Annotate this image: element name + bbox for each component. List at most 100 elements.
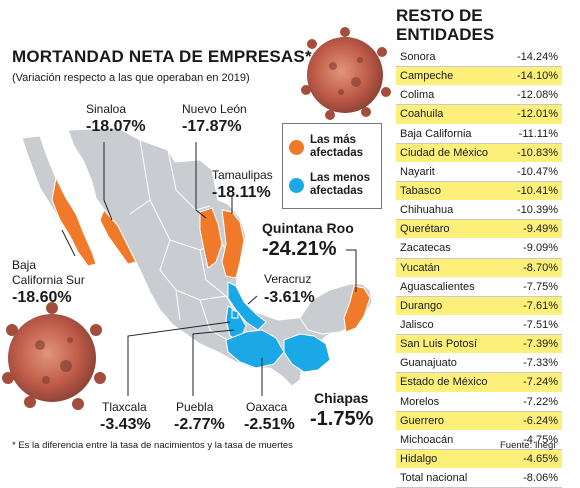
label-chiapas-name: Chiapas xyxy=(314,390,369,406)
state-name: Yucatán xyxy=(400,261,440,274)
label-oaxaca-name: Oaxaca xyxy=(246,400,288,414)
state-name: Sonora xyxy=(400,51,436,64)
state-name: Coahuila xyxy=(400,108,444,121)
table-row: Yucatán -8.70% xyxy=(396,258,562,278)
table-row: Jalisco -7.51% xyxy=(396,315,562,336)
state-value: -8.06% xyxy=(523,472,558,485)
state-name: Durango xyxy=(400,299,443,312)
state-name: Guanajuato xyxy=(400,357,457,370)
table-row: Total nacional -8.06% xyxy=(396,469,562,488)
label-nuevo-leon-name: Nuevo León xyxy=(182,102,247,116)
state-value: -7.61% xyxy=(523,299,558,312)
mexico-map-graphic xyxy=(2,27,391,410)
resto-table: Sonora -14.24% Campeche -14.10% Colima -12.08… xyxy=(396,48,562,488)
state-oaxaca xyxy=(225,329,285,369)
state-tlaxcala xyxy=(231,309,239,319)
map-states-least-affected xyxy=(225,281,331,373)
table-row: Colima -12.08% xyxy=(396,86,562,106)
state-name: Campeche xyxy=(400,70,454,83)
state-value: -11.11% xyxy=(518,127,558,140)
state-value: -10.47% xyxy=(517,165,558,178)
state-value: -12.01% xyxy=(517,108,558,121)
table-row: Guerrero -6.24% xyxy=(396,411,562,431)
state-name: Morelos xyxy=(400,395,440,408)
state-value: -8.70% xyxy=(523,261,558,274)
state-quintana-roo xyxy=(343,285,371,333)
state-value: -9.49% xyxy=(523,223,558,236)
state-value: -10.39% xyxy=(517,204,558,217)
label-oaxaca-value: -2.51% xyxy=(244,416,295,433)
table-row: Sonora -14.24% xyxy=(396,48,562,68)
legend-orange-dot-icon xyxy=(289,139,304,155)
table-row: Baja California -11.11% xyxy=(396,124,562,144)
state-value: -7.22% xyxy=(523,395,558,408)
state-name: Nayarit xyxy=(400,165,435,178)
legend-blue-dot-icon xyxy=(289,177,304,193)
state-value: -10.41% xyxy=(517,185,558,198)
legend-most-affected: Las más afectadas xyxy=(289,134,370,160)
state-name: Jalisco xyxy=(400,319,434,332)
state-value: -12.08% xyxy=(517,89,558,102)
label-bcs-value: -18.60% xyxy=(12,289,72,306)
virus-illustration-bottom xyxy=(2,302,106,410)
state-value: -7.39% xyxy=(523,338,558,351)
legend-most-affected-label: Las más afectadas xyxy=(310,134,364,159)
state-value: -7.51% xyxy=(523,319,558,332)
state-name: Ciudad de México xyxy=(400,146,489,159)
label-tamaulipas-value: -18.11% xyxy=(212,184,271,201)
table-row: Coahuila -12.01% xyxy=(396,105,562,125)
state-value: -7.75% xyxy=(523,280,558,293)
table-row: Hidalgo -4.65% xyxy=(396,449,562,470)
state-name: Querétaro xyxy=(400,223,450,236)
label-quintana-roo-value: -24.21% xyxy=(262,238,337,260)
chart-title: MORTANDAD NETA DE EMPRESAS* xyxy=(12,47,312,66)
table-row: Aguascalientes -7.75% xyxy=(396,277,562,297)
state-name: Chihuahua xyxy=(400,204,454,217)
state-value: -14.10% xyxy=(517,70,558,83)
legend-least-affected-label: Las menos afectadas xyxy=(310,172,371,197)
label-quintana-roo-name: Quintana Roo xyxy=(262,220,354,236)
state-nuevo-leon xyxy=(199,207,223,269)
table-row: Tabasco -10.41% xyxy=(396,181,562,202)
label-chiapas-value: -1.75% xyxy=(310,408,374,430)
label-sinaloa-value: -18.07% xyxy=(86,118,146,135)
label-sinaloa-name: Sinaloa xyxy=(86,102,127,116)
state-value: -4.75% xyxy=(523,433,558,446)
label-puebla-name: Puebla xyxy=(176,400,214,414)
table-row: Nayarit -10.47% xyxy=(396,162,562,182)
table-row: Guanajuato -7.33% xyxy=(396,354,562,374)
table-row: Michoacán -4.75% xyxy=(396,430,562,450)
map-states-most-affected xyxy=(51,176,371,333)
source: Fuente: Inegi xyxy=(500,440,556,451)
legend: Las más afectadas Las menos afectadas xyxy=(282,123,382,209)
state-name: Guerrero xyxy=(400,414,445,427)
state-name: Total nacional xyxy=(400,472,468,485)
state-value: -7.33% xyxy=(523,357,558,370)
state-value: -14.24% xyxy=(517,51,558,64)
state-value: -6.24% xyxy=(523,414,558,427)
state-name: Colima xyxy=(400,89,435,102)
state-baja-california-sur xyxy=(51,176,97,267)
state-name: Tabasco xyxy=(400,185,441,198)
chart-subtitle: (Variación respecto a las que operaban e… xyxy=(12,72,250,84)
table-row: Zacatecas -9.09% xyxy=(396,239,562,259)
state-veracruz xyxy=(227,281,267,331)
resto-title-line2: ENTIDADES xyxy=(396,25,495,44)
footnote: * Es la diferencia entre la tasa de naci… xyxy=(12,440,293,451)
state-sinaloa xyxy=(99,209,137,265)
label-veracruz-name: Veracruz xyxy=(264,272,312,286)
state-name: Aguascalientes xyxy=(400,280,475,293)
state-value: -9.09% xyxy=(523,242,558,255)
table-row: Durango -7.61% xyxy=(396,296,562,316)
table-row: San Luis Potosí -7.39% xyxy=(396,335,562,355)
label-bcs-name-line2: California Sur xyxy=(12,273,85,287)
state-name: Baja California xyxy=(400,127,472,140)
resto-title: RESTO DE ENTIDADES xyxy=(396,6,546,44)
table-row: Morelos -7.22% xyxy=(396,392,562,412)
state-name: San Luis Potosí xyxy=(400,338,478,351)
table-row: Ciudad de México -10.83% xyxy=(396,143,562,163)
state-value: -7.24% xyxy=(523,376,558,389)
virus-illustration-top xyxy=(301,27,391,120)
label-tlaxcala-value: -3.43% xyxy=(100,416,151,433)
label-veracruz-value: -3.61% xyxy=(264,289,315,306)
